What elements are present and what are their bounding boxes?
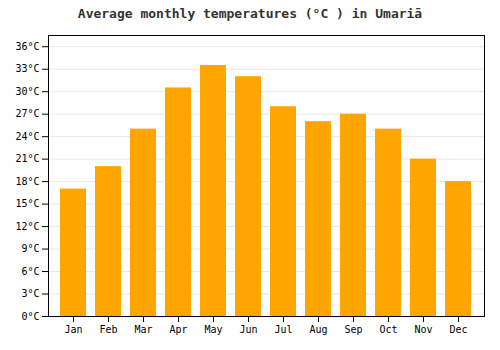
svg-text:3°C: 3°C <box>21 288 39 299</box>
svg-text:Sep: Sep <box>344 324 362 335</box>
svg-text:30°C: 30°C <box>15 86 39 97</box>
svg-text:12°C: 12°C <box>15 221 39 232</box>
svg-text:27°C: 27°C <box>15 108 39 119</box>
svg-text:Apr: Apr <box>169 324 187 335</box>
svg-text:33°C: 33°C <box>15 63 39 74</box>
svg-text:0°C: 0°C <box>21 311 39 322</box>
svg-text:May: May <box>204 324 222 335</box>
svg-text:9°C: 9°C <box>21 243 39 254</box>
svg-text:Mar: Mar <box>134 324 152 335</box>
svg-text:6°C: 6°C <box>21 266 39 277</box>
svg-text:Jul: Jul <box>274 324 292 335</box>
svg-text:18°C: 18°C <box>15 176 39 187</box>
svg-text:Jan: Jan <box>64 324 82 335</box>
svg-text:Aug: Aug <box>309 324 327 335</box>
svg-text:Oct: Oct <box>379 324 397 335</box>
svg-text:15°C: 15°C <box>15 198 39 209</box>
svg-text:36°C: 36°C <box>15 41 39 52</box>
svg-text:Feb: Feb <box>99 324 117 335</box>
svg-text:Jun: Jun <box>239 324 257 335</box>
svg-text:24°C: 24°C <box>15 131 39 142</box>
html-text:Average monthly temperatures (: Average monthly temperatures (°C ) in Um… <box>77 6 423 21</box>
svg-text:Dec: Dec <box>449 324 467 335</box>
svg-text:21°C: 21°C <box>15 153 39 164</box>
svg-text:Nov: Nov <box>414 324 432 335</box>
